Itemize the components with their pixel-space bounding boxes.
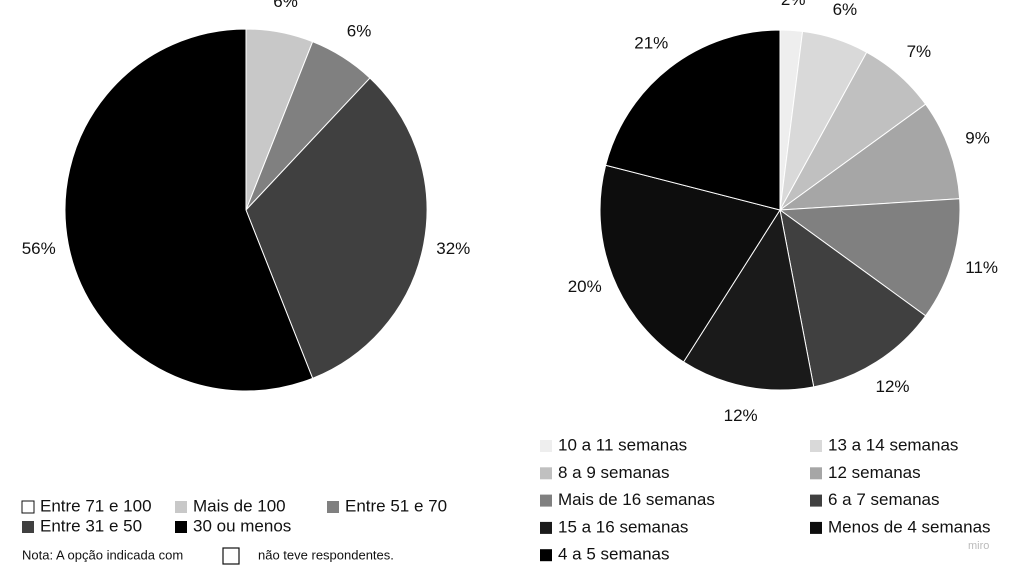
- legend-swatch: [540, 467, 552, 480]
- legend-label: Menos de 4 semanas: [828, 517, 991, 536]
- legend-label: 6 a 7 semanas: [828, 490, 940, 509]
- legend-swatch: [540, 549, 552, 562]
- data-label: 21%: [634, 34, 668, 53]
- legend-swatch: [540, 494, 552, 507]
- data-label: 32%: [436, 239, 470, 258]
- data-label: 20%: [568, 277, 602, 296]
- data-label: 7%: [907, 42, 932, 61]
- legend-label: 12 semanas: [828, 463, 921, 482]
- pie-slice: [778, 103, 961, 211]
- data-label: 6%: [347, 21, 372, 40]
- legend-swatch: [327, 501, 339, 513]
- data-label: 6%: [273, 0, 298, 11]
- legend-swatch: [175, 501, 187, 513]
- pie-slice: [778, 198, 961, 317]
- legend-swatch: [810, 494, 822, 507]
- pie-slice: [599, 164, 781, 363]
- legend-label: 10 a 11 semanas: [558, 435, 687, 454]
- legend-label: Entre 51 e 70: [345, 496, 447, 515]
- pie-slice: [682, 208, 815, 391]
- legend-swatch: [540, 440, 552, 452]
- legend-label: Mais de 100: [193, 496, 286, 515]
- legend-label: Entre 71 e 100: [40, 496, 152, 515]
- legend-swatch: [21, 500, 35, 514]
- legend-swatch: [175, 521, 187, 533]
- data-label: 6%: [833, 0, 858, 19]
- legend-label: Entre 31 e 50: [40, 516, 142, 535]
- legend-label: 13 a 14 semanas: [828, 435, 958, 454]
- legend-swatch: [22, 521, 34, 533]
- pie-slice: [245, 77, 428, 379]
- data-label: 56%: [22, 239, 56, 258]
- legend-swatch: [810, 440, 822, 452]
- note-box: [222, 547, 240, 565]
- legend-label: Mais de 16 semanas: [558, 490, 715, 509]
- legend-swatch: [540, 521, 552, 534]
- data-label: 9%: [965, 128, 990, 147]
- data-label: 2%: [781, 0, 806, 9]
- legend-swatch: [810, 521, 822, 534]
- note-text: Nota: A opção indicada com: [22, 547, 183, 562]
- watermark: miro: [968, 540, 989, 552]
- legend-swatch: [810, 467, 822, 480]
- legend-label: 30 ou menos: [193, 516, 291, 535]
- pie-slice: [64, 28, 314, 392]
- data-label: 12%: [876, 377, 910, 396]
- data-label: 12%: [724, 406, 758, 425]
- legend-label: 15 a 16 semanas: [558, 517, 688, 536]
- pie-slice: [779, 208, 927, 388]
- data-label: 11%: [965, 258, 998, 277]
- pie-slice: [605, 29, 781, 211]
- note-text: não teve respondentes.: [258, 547, 394, 562]
- legend-label: 4 a 5 semanas: [558, 545, 670, 564]
- legend-label: 8 a 9 semanas: [558, 463, 670, 482]
